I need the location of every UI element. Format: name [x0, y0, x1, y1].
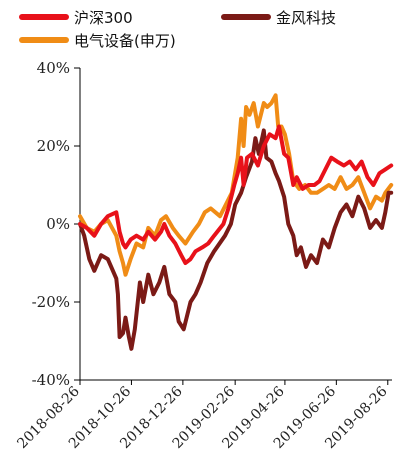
- legend-entry-goldwind: 金风科技: [221, 9, 336, 27]
- legend: 沪深300 金风科技 电气设备(申万): [19, 9, 336, 50]
- series-line-goldwind: [78, 128, 394, 351]
- y-tick-label: 40%: [37, 59, 70, 77]
- y-tick-label: -40%: [32, 371, 70, 389]
- legend-label-electrical-equipment: 电气设备(申万): [74, 32, 176, 50]
- series-line-hs300: [78, 124, 394, 265]
- series-line-electrical-equipment: [78, 93, 394, 277]
- axes: -40% -20% 0% 20% 40% 2018-08-262018-10-26201…: [14, 59, 392, 452]
- y-tick-label: 20%: [37, 137, 70, 155]
- legend-entry-hs300: 沪深300: [19, 9, 133, 27]
- plot-lines: [78, 93, 394, 351]
- legend-entry-electrical-equipment: 电气设备(申万): [19, 32, 176, 50]
- y-ticks: -40% -20% 0% 20% 40%: [32, 59, 80, 389]
- y-tick-label: 0%: [46, 215, 70, 233]
- y-tick-label: -20%: [32, 293, 70, 311]
- x-ticks: 2018-08-262018-10-262018-12-262019-02-26…: [14, 380, 391, 452]
- legend-label-goldwind: 金风科技: [276, 9, 336, 27]
- legend-label-hs300: 沪深300: [74, 9, 133, 27]
